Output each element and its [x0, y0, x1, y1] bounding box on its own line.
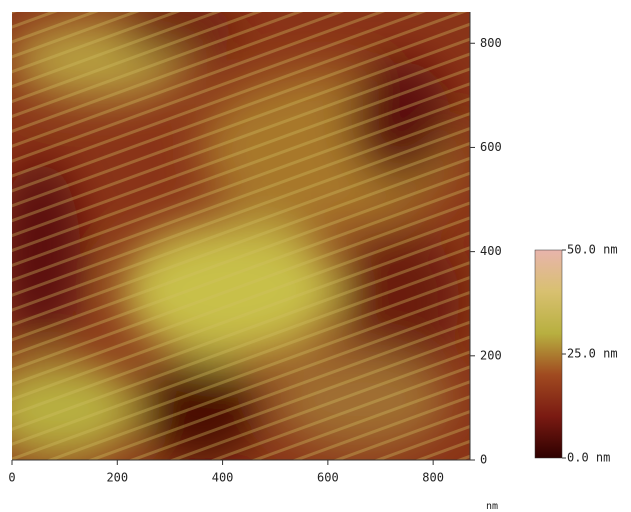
y-tick-label: 800 — [480, 36, 502, 50]
y-tick-label: 400 — [480, 244, 502, 258]
x-tick-label: 600 — [317, 471, 339, 485]
colorbar-tick-label: 50.0 nm — [567, 243, 618, 257]
y-tick-label: 600 — [480, 140, 502, 154]
x-tick-label: 0 — [8, 471, 15, 485]
colorbar — [534, 249, 563, 459]
afm-image — [12, 12, 470, 460]
colorbar-tick-label: 25.0 nm — [567, 347, 618, 361]
colorbar-tick-label: 0.0 nm — [567, 451, 610, 465]
y-tick-label: 0 — [480, 453, 487, 467]
x-tick-label: 800 — [422, 471, 444, 485]
x-axis-label: nm — [486, 501, 498, 512]
x-tick-label: 400 — [212, 471, 234, 485]
x-tick-label: 200 — [106, 471, 128, 485]
y-tick-label: 200 — [480, 348, 502, 362]
